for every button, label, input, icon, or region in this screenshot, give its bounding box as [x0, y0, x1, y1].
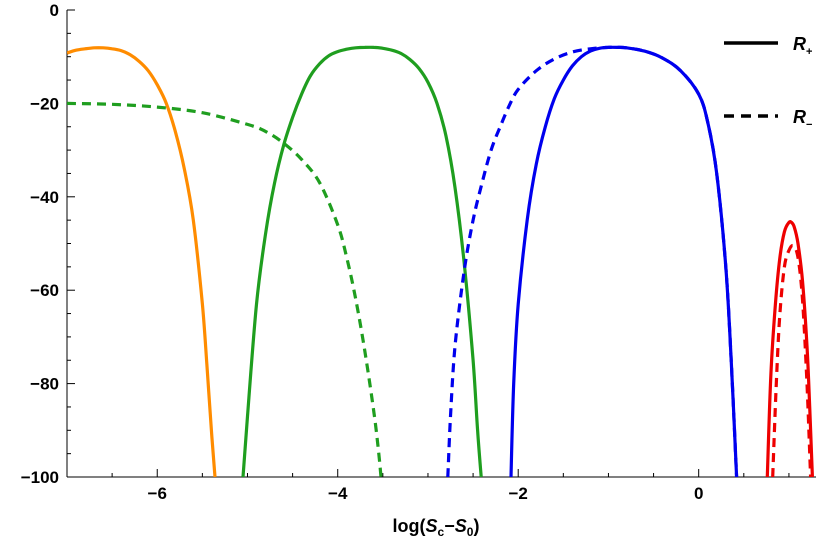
series-line-1 — [241, 45, 483, 477]
legend-label-r-plus: R+ — [793, 34, 812, 58]
y-tick-label: −40 — [30, 188, 59, 207]
x-tick-label: −2 — [509, 484, 528, 503]
series-line-2 — [67, 101, 383, 477]
y-tick-label: −60 — [30, 281, 59, 300]
y-tick-label: 0 — [50, 1, 59, 20]
legend: R+ R− — [724, 34, 812, 131]
y-tick-label: −80 — [30, 375, 59, 394]
y-tick-label: −100 — [21, 468, 59, 487]
series-line-6 — [771, 243, 813, 477]
series-line-0 — [67, 46, 217, 477]
legend-label-r-minus: R− — [793, 107, 812, 131]
x-axis-label: log(Sc−S0) — [393, 516, 480, 539]
tick-labels: −6 −4 −2 00−20−40−60−80−100 — [21, 1, 704, 503]
x-tick-label: −4 — [328, 484, 348, 503]
series-line-5 — [765, 219, 814, 477]
series-group — [67, 45, 814, 477]
x-tick-label: −6 — [148, 484, 167, 503]
plot-area — [67, 45, 814, 477]
x-tick-label: 0 — [694, 484, 703, 503]
series-line-4 — [509, 45, 739, 477]
y-tick-label: −20 — [30, 94, 59, 113]
series-line-3 — [446, 45, 739, 477]
axes — [66, 9, 816, 478]
